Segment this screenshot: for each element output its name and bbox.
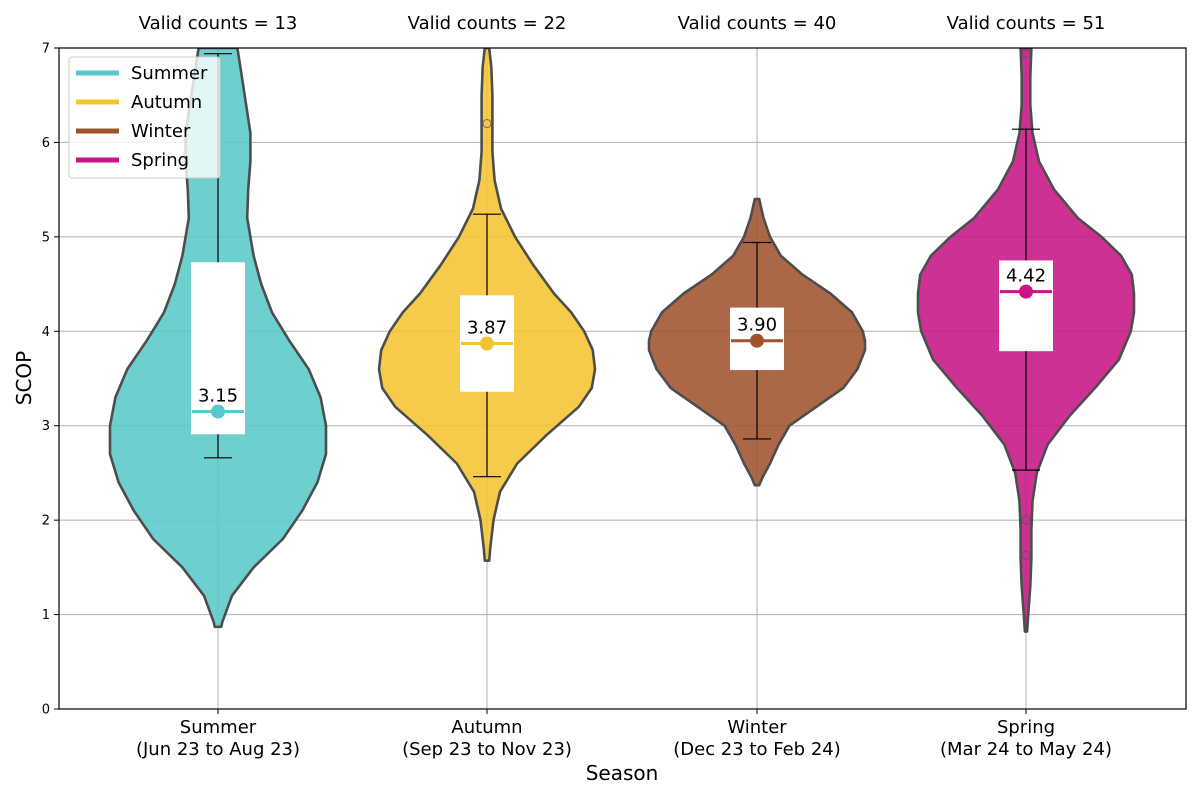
- x-axis-title: Season: [586, 761, 659, 785]
- mean-marker: [211, 404, 225, 419]
- legend-label-autumn: Autumn: [131, 92, 202, 113]
- outlier-point: [1021, 550, 1031, 560]
- x-tick-label-dates: (Dec 23 to Feb 24): [673, 739, 841, 760]
- x-tick-label-name: Spring: [997, 717, 1055, 738]
- mean-label: 3.90: [737, 315, 777, 336]
- y-axis-title: SCOP: [12, 351, 36, 405]
- x-tick-label-name: Summer: [180, 717, 257, 738]
- x-tick-label-dates: (Jun 23 to Aug 23): [136, 739, 300, 760]
- valid-count-label: Valid counts = 13: [139, 13, 298, 34]
- y-tick-label: 4: [42, 325, 50, 340]
- y-tick-label: 1: [42, 608, 50, 623]
- outlier-point: [1021, 49, 1031, 59]
- plot-frame: [58, 47, 1187, 710]
- violin-layer: [108, 48, 1136, 633]
- frame-layer: [54, 47, 1187, 714]
- y-tick-label: 0: [42, 703, 50, 718]
- box-layer: [191, 49, 1053, 560]
- valid-count-label: Valid counts = 51: [947, 13, 1106, 34]
- mean-marker: [480, 336, 494, 351]
- iqr-box: [999, 260, 1053, 352]
- valid-count-label: Valid counts = 40: [678, 13, 837, 34]
- outlier-point: [1021, 515, 1031, 525]
- y-tick-label: 5: [42, 230, 50, 245]
- legend-label-spring: Spring: [131, 150, 189, 171]
- x-tick-label-dates: (Sep 23 to Nov 23): [402, 739, 572, 760]
- mean-label: 4.42: [1006, 266, 1046, 287]
- legend-box: [68, 56, 221, 179]
- x-tick-label-name: Winter: [727, 717, 787, 738]
- valid-count-label: Valid counts = 22: [408, 13, 567, 34]
- mean-label: 3.15: [198, 386, 238, 407]
- mean-marker: [1019, 284, 1033, 299]
- legend-label-summer: Summer: [131, 63, 208, 84]
- x-tick-label-name: Autumn: [451, 717, 522, 738]
- legend: Summer Autumn Winter Spring: [68, 56, 221, 179]
- y-tick-label: 3: [42, 419, 50, 434]
- mean-marker: [750, 333, 764, 348]
- y-tick-label: 6: [42, 136, 50, 151]
- outlier-point: [482, 119, 492, 129]
- y-tick-label: 2: [42, 514, 50, 529]
- legend-label-winter: Winter: [131, 121, 191, 142]
- mean-label: 3.87: [467, 318, 507, 339]
- x-tick-label-dates: (Mar 24 to May 24): [940, 739, 1112, 760]
- y-tick-label: 7: [42, 42, 50, 57]
